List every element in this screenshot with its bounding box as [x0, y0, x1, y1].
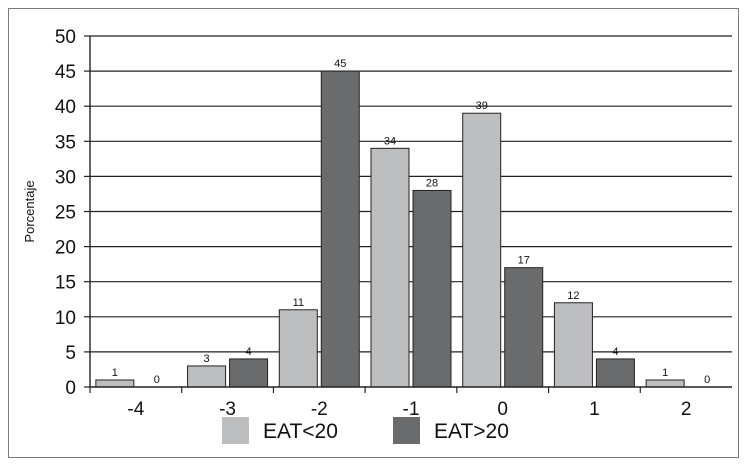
- x-tick-label: 2: [681, 399, 692, 420]
- legend-label: EAT>20: [434, 420, 509, 443]
- data-label: 0: [704, 374, 710, 386]
- x-tick-label: -2: [311, 399, 328, 420]
- y-tick-label: 40: [55, 97, 76, 118]
- bar-EAT<20: [187, 365, 227, 388]
- data-label: 11: [293, 297, 304, 309]
- bar-EAT>20: [504, 267, 544, 388]
- y-tick-label: 35: [55, 132, 76, 153]
- x-tick-label: -3: [219, 399, 236, 420]
- data-label: 4: [612, 346, 618, 358]
- data-label: 17: [518, 255, 530, 267]
- bar-EAT<20: [553, 302, 593, 388]
- data-label: 3: [204, 353, 210, 365]
- bar-EAT<20: [645, 379, 685, 388]
- legend-swatch-EAT>20: [393, 417, 420, 444]
- bar-EAT>20: [595, 358, 635, 388]
- y-axis-title: Porcentaje: [22, 180, 37, 242]
- x-tick-label: 1: [589, 399, 600, 420]
- y-tick-label: 5: [65, 343, 76, 364]
- data-label: 12: [567, 290, 579, 302]
- bar-EAT<20: [370, 147, 410, 388]
- bar-EAT>20: [320, 70, 360, 388]
- bar-EAT>20: [229, 358, 269, 388]
- y-tick-label: 0: [65, 378, 76, 399]
- bar-EAT<20: [278, 309, 318, 388]
- y-tick-label: 50: [55, 27, 76, 48]
- y-tick-label: 25: [55, 203, 76, 224]
- legend-swatch-EAT<20: [222, 417, 249, 444]
- grid-lines: [90, 35, 732, 353]
- legend-label: EAT<20: [263, 420, 338, 443]
- data-label: 28: [426, 177, 438, 189]
- data-label: 39: [476, 100, 488, 112]
- data-label: 45: [334, 58, 346, 70]
- bar-EAT<20: [95, 379, 135, 388]
- data-label: 1: [112, 367, 118, 379]
- x-tick-label: 0: [497, 399, 508, 420]
- y-tick-label: 30: [55, 167, 76, 188]
- legend: EAT<20 EAT>20: [222, 417, 509, 444]
- y-tick-label: 15: [55, 273, 76, 294]
- data-label: 0: [154, 374, 160, 386]
- bar-EAT<20: [462, 112, 502, 388]
- x-tick-label: -1: [403, 399, 420, 420]
- y-tick-label: 10: [55, 308, 76, 329]
- y-tick-label: 20: [55, 238, 76, 259]
- data-label: 4: [246, 346, 252, 358]
- y-tick-label: 45: [55, 62, 76, 83]
- data-label: 34: [384, 135, 396, 147]
- x-tick-label: -4: [127, 399, 144, 420]
- data-label: 1: [662, 367, 668, 379]
- bar-EAT>20: [412, 189, 452, 388]
